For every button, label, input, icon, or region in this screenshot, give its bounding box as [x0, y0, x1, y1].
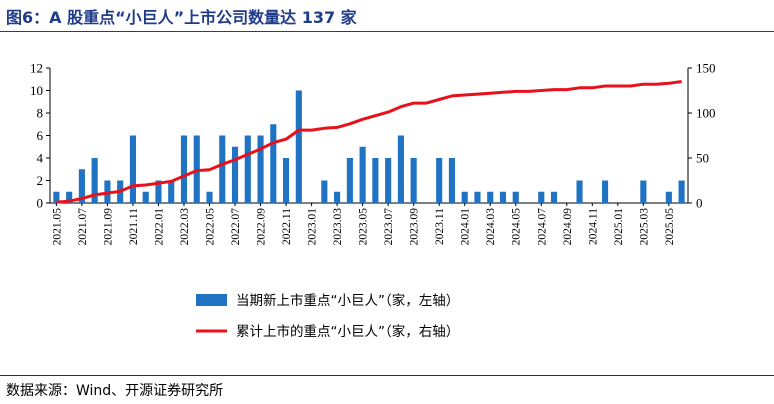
x-tick-label: 2025.03: [638, 208, 650, 246]
legend-bar-swatch: [196, 294, 227, 306]
bar: [436, 158, 443, 203]
x-tick-label: 2021.11: [128, 208, 140, 245]
bar: [334, 191, 341, 203]
bar: [640, 180, 647, 203]
bar: [512, 191, 519, 203]
line-series: [56, 80, 682, 204]
x-tick-label: 2021.05: [51, 208, 63, 246]
legend: 当期新上市重点“小巨人”（家，左轴） 累计上市的重点“小巨人”（家，右轴）: [196, 292, 459, 340]
x-tick-label: 2023.07: [383, 208, 395, 246]
x-tick-label: 2024.03: [485, 208, 497, 246]
right-tick-label: 100: [696, 106, 716, 121]
x-tick-label: 2024.05: [511, 208, 523, 246]
x-tick-label: 2023.11: [434, 208, 446, 245]
bar: [142, 191, 149, 203]
bar: [206, 191, 213, 203]
legend-bar-label: 当期新上市重点“小巨人”（家，左轴）: [236, 292, 459, 309]
source-note: 数据来源：Wind、开源证券研究所: [6, 383, 224, 399]
right-tick-label: 50: [696, 151, 709, 166]
right-axis: 0 50 100 150: [688, 61, 716, 211]
bar: [576, 180, 583, 203]
bar-series: [53, 90, 685, 203]
bar: [372, 158, 379, 203]
bar: [665, 191, 672, 203]
x-tick-label: 2022.01: [153, 208, 165, 246]
bar: [282, 158, 290, 203]
bar: [601, 180, 609, 203]
x-tick-label: 2022.03: [179, 208, 191, 246]
bar: [410, 158, 417, 203]
left-tick-label: 10: [30, 83, 43, 98]
right-tick-label: 0: [696, 196, 703, 211]
bar: [219, 135, 226, 203]
left-axis: 0 2 4 6 8 10 12: [30, 61, 50, 211]
bar: [168, 180, 175, 203]
bar: [461, 191, 468, 203]
bar: [78, 169, 85, 203]
bar: [129, 135, 137, 203]
x-tick-label: 2025.05: [664, 208, 676, 246]
x-tick-label: 2022.07: [230, 208, 242, 246]
bar: [550, 191, 558, 203]
bar: [180, 135, 188, 203]
figure-title: 图6：A 股重点“小巨人”上市公司数量达 137 家: [6, 8, 357, 27]
x-tick-label: 2023.03: [332, 208, 344, 246]
bar: [448, 158, 456, 203]
x-tick-label: 2024.01: [460, 208, 472, 246]
x-tick-label: 2021.09: [102, 208, 114, 246]
x-tick-label: 2023.05: [358, 208, 370, 246]
x-tick-label: 2022.11: [281, 208, 293, 245]
bar: [474, 191, 481, 203]
right-tick-label: 150: [696, 61, 716, 76]
bar: [678, 180, 685, 203]
bar: [321, 180, 328, 203]
bar: [499, 191, 507, 203]
bar: [257, 135, 264, 203]
title-divider: [0, 31, 774, 32]
bar: [487, 191, 494, 203]
left-tick-label: 2: [37, 173, 44, 188]
legend-line-label: 累计上市的重点“小巨人”（家，右轴）: [236, 323, 459, 340]
x-tick-label: 2025.01: [613, 208, 625, 246]
left-tick-label: 4: [37, 151, 44, 166]
bar: [295, 90, 302, 203]
bar: [385, 158, 392, 203]
x-tick-label: 2021.07: [77, 208, 89, 246]
x-tick-label: 2022.09: [256, 208, 268, 246]
x-tick-label: 2023.01: [307, 208, 319, 246]
bar: [155, 180, 162, 203]
bar: [270, 124, 277, 203]
bar: [359, 146, 366, 203]
bar: [66, 191, 73, 203]
footer-divider: [0, 375, 774, 376]
x-tick-label: 2024.07: [536, 208, 548, 246]
x-tick-label: 2024.09: [562, 208, 574, 246]
x-tick-label: 2022.05: [205, 208, 217, 246]
x-tick-label: 2024.11: [587, 208, 599, 245]
cumulative-line: [56, 80, 682, 204]
x-tick-label: 2023.09: [409, 208, 421, 246]
x-axis: 2021.05 2021.07 2021.09 2021.11 2022.01 2022.…: [51, 203, 676, 246]
bar: [346, 158, 353, 203]
left-tick-label: 8: [37, 106, 44, 121]
left-tick-label: 6: [37, 128, 44, 143]
bar: [53, 191, 60, 203]
bar: [538, 191, 545, 203]
left-tick-label: 0: [37, 196, 44, 211]
bar: [397, 135, 404, 203]
bar: [244, 135, 251, 203]
bar: [91, 158, 98, 203]
bar: [231, 146, 239, 203]
left-tick-label: 12: [30, 61, 43, 76]
